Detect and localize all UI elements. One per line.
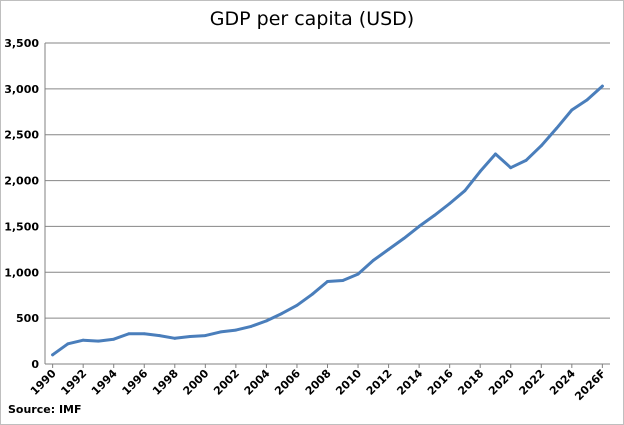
data-point xyxy=(203,334,207,337)
data-point xyxy=(585,98,589,102)
data-point xyxy=(112,337,116,341)
data-point xyxy=(326,280,329,283)
gridlines xyxy=(44,42,610,368)
data-point xyxy=(448,202,452,205)
x-tick-label: 2002 xyxy=(211,367,242,398)
x-tick-label: 1996 xyxy=(120,367,151,398)
y-tick-label: 1,000 xyxy=(4,266,39,279)
y-tick-label: 0 xyxy=(31,358,39,371)
data-point xyxy=(81,338,85,342)
x-tick-label: 2026F xyxy=(572,367,608,403)
data-point xyxy=(188,335,192,338)
data-point xyxy=(234,328,238,332)
x-tick-label: 2010 xyxy=(333,367,364,398)
data-point xyxy=(356,272,360,276)
x-tick-label: 2008 xyxy=(303,367,334,398)
y-tick-label: 3,500 xyxy=(4,37,39,50)
data-point xyxy=(600,84,604,88)
data-point xyxy=(387,247,390,251)
x-tick-label: 1994 xyxy=(89,367,120,398)
data-point xyxy=(158,334,161,337)
y-tick-label: 500 xyxy=(16,312,39,325)
data-point xyxy=(509,166,513,170)
x-tick-label: 2014 xyxy=(394,367,425,398)
y-tick-label: 1,500 xyxy=(4,220,39,233)
data-point xyxy=(310,292,314,296)
data-point xyxy=(539,144,543,148)
data-point xyxy=(432,214,436,217)
x-tick-label: 2006 xyxy=(272,367,303,398)
y-axis-ticks: 0 500 1,000 1,500 2,000 2,500 3,000 3,500 xyxy=(4,37,39,371)
x-tick-label: 2000 xyxy=(181,367,212,398)
y-tick-label: 3,000 xyxy=(4,83,39,96)
chart-title: GDP per capita (USD) xyxy=(209,8,415,30)
x-tick-label: 1992 xyxy=(58,367,89,398)
data-point xyxy=(524,158,528,162)
data-point xyxy=(127,332,131,336)
series-group xyxy=(51,84,604,357)
data-point xyxy=(173,336,177,340)
source-note: Source: IMF xyxy=(8,403,82,416)
x-tick-label: 2020 xyxy=(486,367,517,398)
x-axis-ticks: 1990 1992 1994 1996 1998 2000 2002 2004 2006 2008… xyxy=(28,367,609,403)
data-point xyxy=(371,258,375,262)
x-tick-label: 1990 xyxy=(28,367,59,398)
y-tick-label: 2,000 xyxy=(4,175,39,188)
data-point xyxy=(402,236,406,240)
data-point xyxy=(555,126,558,130)
data-point xyxy=(295,303,299,307)
data-point xyxy=(66,342,70,346)
data-point xyxy=(417,225,421,228)
data-point xyxy=(219,330,223,334)
data-point xyxy=(142,332,146,336)
data-point xyxy=(341,279,345,282)
data-point xyxy=(280,312,284,315)
data-point xyxy=(249,324,253,328)
series-line xyxy=(51,84,604,357)
y-tick-label: 2,500 xyxy=(4,129,39,142)
data-point xyxy=(51,353,55,357)
x-tick-label: 2012 xyxy=(364,367,395,398)
data-point xyxy=(494,152,497,156)
data-point xyxy=(478,170,482,173)
x-tick-label: 2018 xyxy=(455,367,486,398)
x-tick-label: 1998 xyxy=(150,367,181,398)
x-tick-label: 2004 xyxy=(242,367,273,398)
data-point xyxy=(463,189,467,193)
x-tick-label: 2016 xyxy=(425,367,456,398)
x-tick-label: 2022 xyxy=(517,367,548,398)
data-point xyxy=(97,339,100,343)
data-point xyxy=(570,108,574,112)
data-point xyxy=(265,319,268,323)
